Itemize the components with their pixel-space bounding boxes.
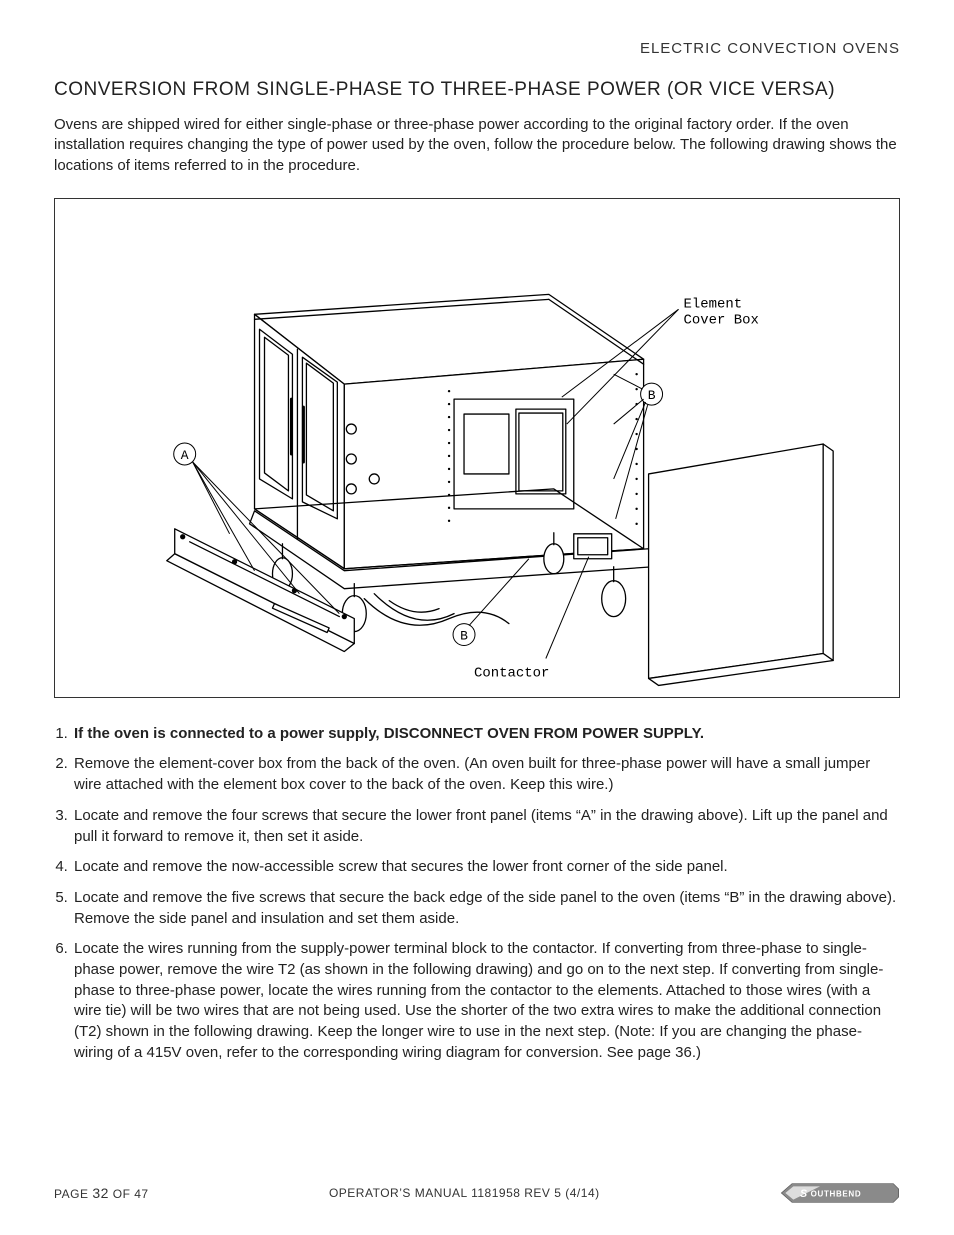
label-contactor: Contactor [474,665,549,681]
header-category-text: ELECTRIC CONVECTION OVENS [640,40,900,57]
figure-box: Element Cover Box Contactor A B B [54,198,900,698]
label-element-cover-2: Cover Box [684,312,759,328]
footer-page-num: 32 [92,1185,109,1201]
footer: PAGE 32 OF 47 OPERATOR’S MANUAL 1181958 … [54,1179,900,1207]
footer-page: PAGE 32 OF 47 [54,1185,149,1201]
callout-b-top: B [648,388,656,403]
step-6: Locate the wires running from the supply… [72,939,900,1063]
brand-logo: S OUTHBEND [780,1181,900,1205]
footer-page-label: PAGE [54,1187,88,1201]
callout-a: A [181,448,189,463]
svg-text:S: S [800,1188,808,1200]
step-3: Locate and remove the four screws that s… [72,806,900,847]
step-1-bold: DISCONNECT OVEN FROM POWER SUPPLY. [384,725,704,742]
steps-list: If the oven is connected to a power supp… [54,724,900,1064]
svg-text:OUTHBEND: OUTHBEND [811,1189,862,1198]
step-1: If the oven is connected to a power supp… [72,724,900,745]
header-category: ELECTRIC CONVECTION OVENS [54,40,900,57]
step-2: Remove the element-cover box from the ba… [72,754,900,795]
label-element-cover: Element [684,296,743,312]
step-4: Locate and remove the now-accessible scr… [72,857,900,878]
page-container: ELECTRIC CONVECTION OVENS CONVERSION FRO… [0,0,954,1235]
footer-page-of: OF 47 [113,1187,149,1201]
section-intro: Ovens are shipped wired for either singl… [54,115,900,176]
oven-diagram: Element Cover Box Contactor A B B [55,199,899,697]
callout-b-bottom: B [460,628,468,643]
step-1-prefix: If the oven is connected to a power supp… [74,725,384,742]
section-title: CONVERSION FROM SINGLE-PHASE TO THREE-PH… [54,79,900,101]
footer-manual: OPERATOR’S MANUAL 1181958 REV 5 (4/14) [329,1186,600,1200]
step-5: Locate and remove the five screws that s… [72,888,900,929]
